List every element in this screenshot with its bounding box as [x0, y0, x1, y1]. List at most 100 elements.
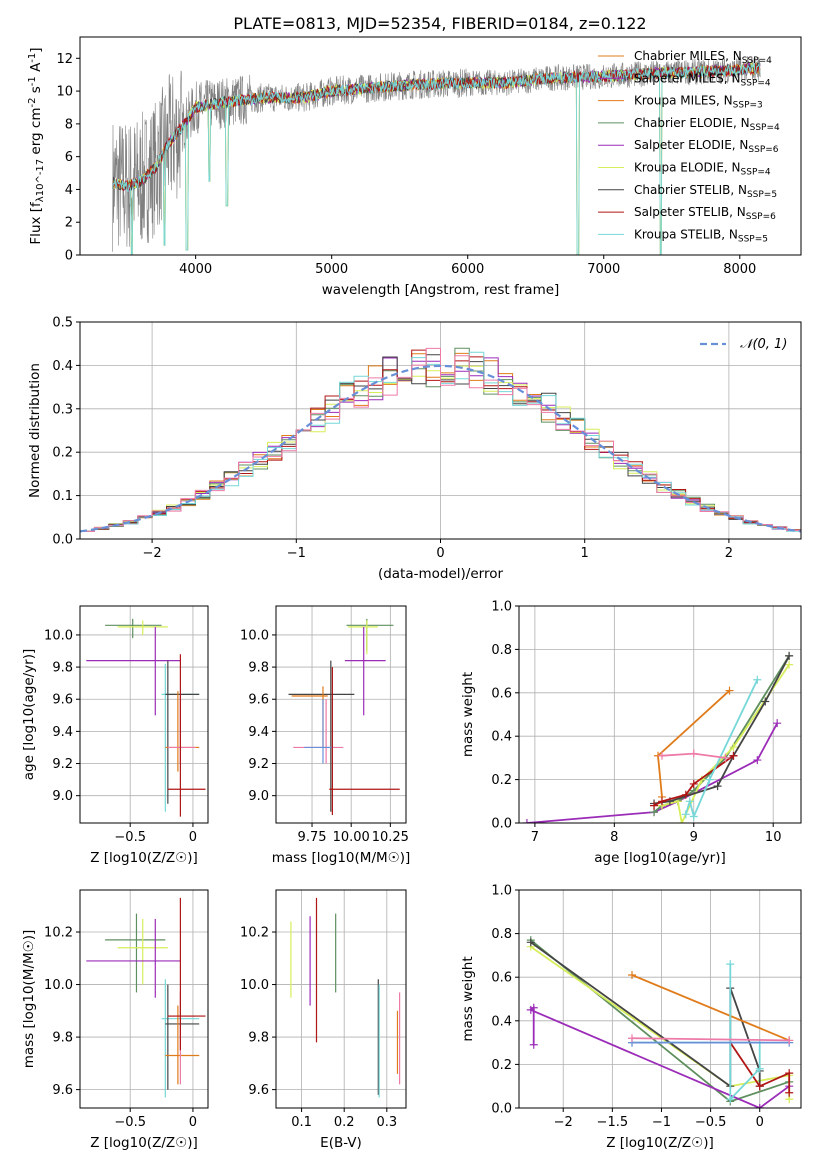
x-tick-label: 4000 — [179, 262, 212, 277]
x-axis-label: age [log10(age/yr)] — [594, 850, 726, 866]
y-tick-label: 0.2 — [491, 1058, 512, 1073]
data-point — [721, 753, 730, 762]
y-tick-label: 9.6 — [248, 1083, 269, 1098]
weight-series — [684, 679, 759, 820]
data-point — [785, 1069, 794, 1078]
legend-label: 𝒩(0, 1) — [740, 337, 787, 352]
axes-frame — [518, 605, 802, 824]
x-axis-label: E(B-V) — [320, 1135, 362, 1151]
x-tick-label: 10 — [765, 830, 782, 845]
axes-frame — [79, 321, 802, 540]
axes-frame — [518, 889, 802, 1109]
x-tick-label: 0 — [436, 546, 444, 561]
plot-z-mass: −0.5 0 9.6 9.8 10.0 10.2 Z [log10(Z/Z☉)] mass [… — [21, 889, 209, 1151]
y-tick-label: 9.8 — [248, 1031, 269, 1046]
y-tick-label: 0.3 — [52, 402, 73, 417]
x-tick-label: 6000 — [451, 262, 484, 277]
plot-area — [80, 347, 801, 533]
plot-area — [112, 56, 761, 255]
x-tick-label: 1 — [581, 546, 589, 561]
axes-frame — [275, 889, 407, 1109]
data-point — [729, 751, 738, 760]
x-tick-label: 0 — [189, 830, 197, 845]
data-point — [773, 719, 782, 728]
y-tick-label: 1.0 — [491, 600, 512, 615]
y-axis-label: Flux [fλ10^-17 erg cm-2 s-1 A-1] — [27, 47, 46, 244]
weight-series — [653, 655, 790, 805]
y-tick-label: 9.8 — [52, 661, 73, 676]
data-point — [526, 938, 535, 947]
y-tick-label: 2 — [65, 216, 73, 231]
data-point — [755, 1082, 764, 1091]
x-tick-label: 9 — [690, 830, 698, 845]
x-tick-label: −2 — [143, 546, 162, 561]
x-tick-label: 0 — [189, 1115, 197, 1130]
x-tick-label: −1 — [287, 546, 306, 561]
y-tick-label: 6 — [65, 150, 73, 165]
y-tick-label: 0.4 — [491, 1014, 512, 1029]
weight-series — [653, 655, 790, 813]
weight-series — [631, 974, 790, 1042]
data-point — [755, 1104, 764, 1108]
y-tick-label: 0.6 — [491, 971, 512, 986]
plot-mass-age: 9.75 10.00 10.25 9.0 9.2 9.4 9.6 9.8 10.0 mass [l… — [240, 605, 410, 866]
data-point — [627, 971, 636, 980]
y-tick-label: 9.6 — [52, 1083, 73, 1098]
plot-area — [290, 897, 401, 1098]
y-tick-label: 9.4 — [52, 725, 73, 740]
data-point — [785, 651, 794, 660]
y-tick-label: 0.8 — [491, 927, 512, 942]
plot-z-age: −0.5 0 9.0 9.2 9.4 9.6 9.8 10.0 Z [log10(Z/Z☉)] a… — [21, 605, 209, 866]
x-tick-label: 8000 — [723, 262, 756, 277]
y-tick-label: 0.6 — [491, 686, 512, 701]
axes-frame — [79, 889, 209, 1109]
data-point — [761, 697, 770, 706]
plot-residuals: −2 −1 0 1 2 0.0 0.1 0.2 0.3 0.4 0.5 (data-model)/er… — [27, 316, 802, 582]
y-tick-label: 10 — [56, 85, 73, 100]
y-tick-label: 0.2 — [52, 446, 73, 461]
data-point — [657, 751, 666, 760]
data-point — [689, 749, 698, 758]
data-point — [522, 819, 531, 823]
data-point — [729, 743, 738, 752]
x-axis-label: Z [log10(Z/Z☉)] — [90, 850, 198, 866]
y-tick-label: 0.4 — [491, 730, 512, 745]
y-tick-label: 9.0 — [248, 789, 269, 804]
data-point — [785, 1088, 794, 1097]
plot-area — [86, 618, 206, 817]
x-tick-label: 8 — [610, 830, 618, 845]
y-tick-label: 9.0 — [52, 789, 73, 804]
data-point — [713, 782, 722, 791]
y-tick-label: 0.5 — [52, 316, 73, 331]
y-tick-label: 10.0 — [240, 628, 269, 643]
x-tick-label: 0.1 — [291, 1115, 312, 1130]
y-axis-label: mass weight — [460, 672, 476, 757]
x-tick-label: 5000 — [315, 262, 348, 277]
legend-label: Chabrier STELIB, NSSP=5 — [634, 183, 777, 200]
x-tick-label: −0.5 — [695, 1115, 727, 1130]
x-axis-label: (data-model)/error — [378, 566, 504, 582]
y-tick-label: 9.6 — [52, 693, 73, 708]
y-tick-label: 9.2 — [248, 757, 269, 772]
x-tick-label: −2 — [554, 1115, 573, 1130]
model-spectrum — [112, 62, 761, 255]
plot-area — [288, 618, 400, 815]
y-tick-label: 0.0 — [491, 817, 512, 832]
y-axis-label: mass [log10(M/M☉)] — [21, 930, 37, 1069]
data-point — [677, 819, 686, 823]
plot-z-weight: −2 −1.5 −1 −0.5 0 0.0 0.2 0.4 0.6 0.8 1.0 Z [log10(… — [460, 884, 802, 1151]
plot-age-weight: 7 8 9 10 0.0 0.2 0.4 0.6 0.8 1.0 age [log10(age/yr… — [460, 600, 802, 866]
data-point — [650, 801, 659, 810]
plot-area — [526, 936, 794, 1108]
y-tick-label: 10.0 — [44, 628, 73, 643]
legend-label: Salpeter STELIB, NSSP=6 — [634, 205, 776, 222]
x-tick-label: 7 — [531, 830, 539, 845]
data-point — [726, 960, 735, 969]
x-tick-label: 7000 — [587, 262, 620, 277]
y-tick-label: 0.8 — [491, 643, 512, 658]
normal-curve — [80, 364, 801, 533]
weight-series — [529, 1005, 790, 1108]
axes-frame — [79, 605, 209, 824]
y-axis-label: mass weight — [460, 956, 476, 1041]
x-tick-label: 9.75 — [298, 830, 327, 845]
